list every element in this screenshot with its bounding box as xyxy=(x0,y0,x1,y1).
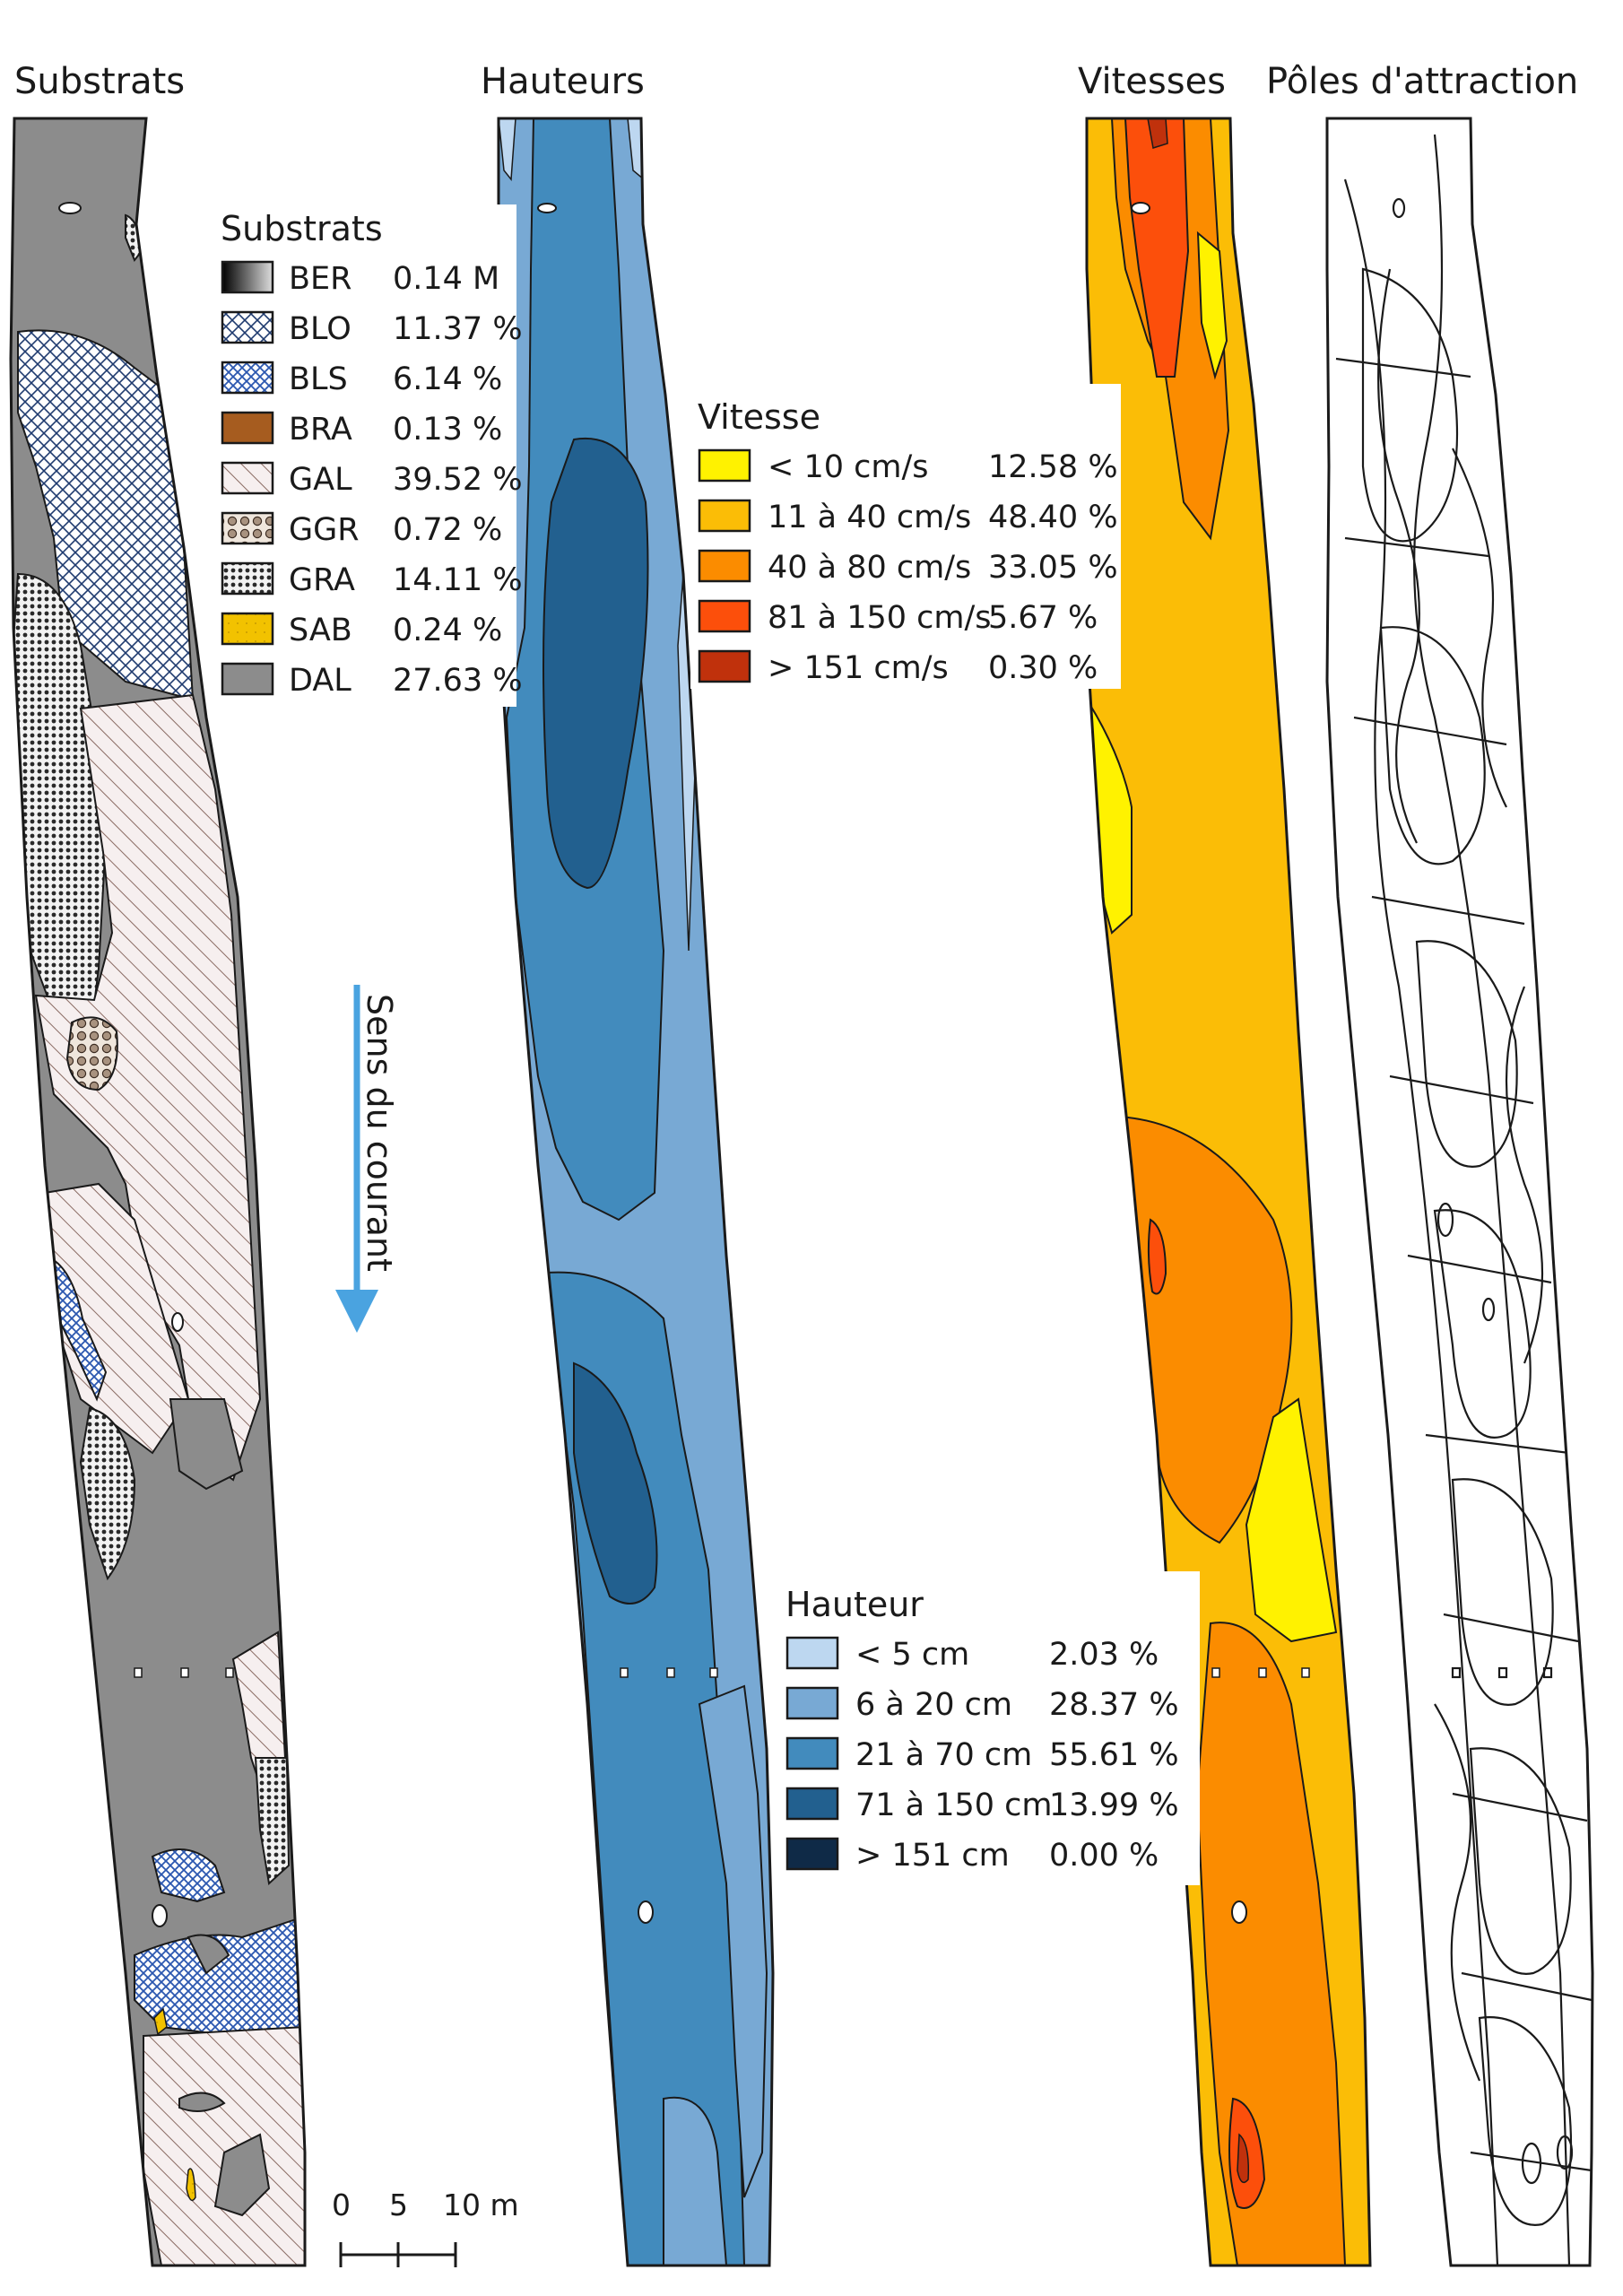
flow-label: Sens du courant xyxy=(360,994,399,1272)
legend-value-sab: 0.24 % xyxy=(393,613,502,648)
legend-code-gra: GRA xyxy=(289,562,355,598)
legend-hauteur-value-2: 28.37 % xyxy=(1049,1687,1179,1723)
legend-value-ber: 0.14 M xyxy=(393,261,499,297)
legend-item-bls: BLS 6.14 % xyxy=(221,361,502,397)
legend-vitesse-item-4: 81 à 150 cm/s 5.67 % xyxy=(698,599,1098,636)
legend-value-ggr: 0.72 % xyxy=(393,512,502,548)
swatch-hauteur-3 xyxy=(785,1736,839,1770)
legend-vitesse-label-1: < 10 cm/s xyxy=(768,449,928,485)
legend-code-dal: DAL xyxy=(289,663,352,699)
swatch-blo xyxy=(221,310,274,344)
scale-label-10: 10 m xyxy=(443,2187,519,2222)
legend-vitesse: Vitesse < 10 cm/s 12.58 % 11 à 40 cm/s 4… xyxy=(690,384,1121,689)
legend-hauteur-label-5: > 151 cm xyxy=(855,1838,1010,1874)
flow-arrow-icon xyxy=(335,1290,378,1333)
legend-item-gra: GRA 14.11 % xyxy=(221,561,523,598)
legend-code-blo: BLO xyxy=(289,311,352,347)
scale-bar: 0 5 10 m xyxy=(332,2187,519,2267)
flow-direction: Sens du courant xyxy=(335,985,399,1333)
legend-vitesse-item-3: 40 à 80 cm/s 33.05 % xyxy=(698,549,1118,586)
legend-vitesse-value-3: 33.05 % xyxy=(988,550,1118,586)
substrats-outline xyxy=(9,117,307,2267)
legend-hauteur-label-4: 71 à 150 cm xyxy=(855,1787,1053,1823)
legend-hauteur-title: Hauteur xyxy=(785,1585,924,1624)
legend-vitesse-label-4: 81 à 150 cm/s xyxy=(768,600,992,636)
swatch-vitesse-2 xyxy=(698,499,751,533)
legend-vitesse-value-1: 12.58 % xyxy=(988,449,1118,485)
scale-line xyxy=(339,2242,457,2267)
swatch-hauteur-4 xyxy=(785,1787,839,1821)
legend-hauteur-item-3: 21 à 70 cm 55.61 % xyxy=(785,1736,1179,1773)
panel-title-poles: Pôles d'attraction xyxy=(1266,61,1578,102)
legend-substrats-title: Substrats xyxy=(221,209,383,248)
panel-title-vitesses: Vitesses xyxy=(1078,61,1226,102)
legend-hauteur-value-1: 2.03 % xyxy=(1049,1637,1159,1673)
legend-value-bra: 0.13 % xyxy=(393,412,502,448)
legend-hauteur-item-2: 6 à 20 cm 28.37 % xyxy=(785,1686,1179,1723)
panel-title-substrats: Substrats xyxy=(14,61,185,102)
legend-hauteur-label-2: 6 à 20 cm xyxy=(855,1687,1012,1723)
swatch-vitesse-5 xyxy=(698,649,751,683)
swatch-vitesse-4 xyxy=(698,599,751,633)
swatch-dal xyxy=(221,662,274,696)
legend-item-dal: DAL 27.63 % xyxy=(221,662,523,699)
legend-vitesse-item-1: < 10 cm/s 12.58 % xyxy=(698,448,1118,485)
legend-code-bls: BLS xyxy=(289,361,348,397)
legend-hauteur-value-4: 13.99 % xyxy=(1049,1787,1179,1823)
swatch-gra xyxy=(221,561,274,596)
swatch-hauteur-2 xyxy=(785,1686,839,1720)
legend-hauteur-value-5: 0.00 % xyxy=(1049,1838,1159,1874)
legend-hauteur: Hauteur < 5 cm 2.03 % 6 à 20 cm 28.37 % … xyxy=(778,1571,1200,1885)
legend-vitesse-value-2: 48.40 % xyxy=(988,500,1118,535)
legend-item-bra: BRA 0.13 % xyxy=(221,411,502,448)
scale-label-5: 5 xyxy=(389,2187,408,2222)
legend-vitesse-value-5: 0.30 % xyxy=(988,650,1098,686)
swatch-vitesse-1 xyxy=(698,448,751,483)
legend-vitesse-label-5: > 151 cm/s xyxy=(768,650,949,686)
swatch-sab xyxy=(221,612,274,646)
vitesses-outline xyxy=(1085,117,1372,2267)
scale-label-0: 0 xyxy=(332,2187,351,2222)
legend-value-gra: 14.11 % xyxy=(393,562,523,598)
legend-value-bls: 6.14 % xyxy=(393,361,502,397)
swatch-hauteur-1 xyxy=(785,1636,839,1670)
panel-title-hauteurs: Hauteurs xyxy=(481,61,645,102)
legend-vitesse-value-4: 5.67 % xyxy=(988,600,1098,636)
legend-hauteur-item-1: < 5 cm 2.03 % xyxy=(785,1636,1159,1673)
legend-hauteur-item-4: 71 à 150 cm 13.99 % xyxy=(785,1787,1179,1823)
legend-vitesse-title: Vitesse xyxy=(698,397,820,437)
legend-code-sab: SAB xyxy=(289,613,352,648)
poles-outline xyxy=(1325,117,1594,2267)
legend-code-gal: GAL xyxy=(289,462,352,498)
legend-code-ggr: GGR xyxy=(289,512,360,548)
legend-vitesse-label-3: 40 à 80 cm/s xyxy=(768,550,971,586)
swatch-vitesse-3 xyxy=(698,549,751,583)
legend-item-blo: BLO 11.37 % xyxy=(221,310,523,347)
legend-value-blo: 11.37 % xyxy=(393,311,523,347)
legend-value-dal: 27.63 % xyxy=(393,663,523,699)
swatch-ber xyxy=(221,260,274,294)
legend-vitesse-label-2: 11 à 40 cm/s xyxy=(768,500,971,535)
swatch-bls xyxy=(221,361,274,395)
swatch-ggr xyxy=(221,511,274,545)
legend-value-gal: 39.52 % xyxy=(393,462,523,498)
legend-vitesse-item-5: > 151 cm/s 0.30 % xyxy=(698,649,1098,686)
legend-hauteur-label-1: < 5 cm xyxy=(855,1637,969,1673)
legend-code-bra: BRA xyxy=(289,412,352,448)
swatch-hauteur-5 xyxy=(785,1837,839,1871)
legend-item-ber: BER 0.14 M xyxy=(221,260,499,297)
swatch-gal xyxy=(221,461,274,495)
legend-substrats: Substrats BER 0.14 M BLO 11.37 % BLS 6.1… xyxy=(212,204,523,707)
legend-vitesse-item-2: 11 à 40 cm/s 48.40 % xyxy=(698,499,1118,535)
swatch-bra xyxy=(221,411,274,445)
legend-item-sab: SAB 0.24 % xyxy=(221,612,502,648)
legend-hauteur-value-3: 55.61 % xyxy=(1049,1737,1179,1773)
legend-hauteur-item-5: > 151 cm 0.00 % xyxy=(785,1837,1159,1874)
legend-item-ggr: GGR 0.72 % xyxy=(221,511,502,548)
legend-hauteur-label-3: 21 à 70 cm xyxy=(855,1737,1032,1773)
hauteurs-outline xyxy=(497,117,775,2267)
legend-code-ber: BER xyxy=(289,261,352,297)
legend-item-gal: GAL 39.52 % xyxy=(221,461,523,498)
